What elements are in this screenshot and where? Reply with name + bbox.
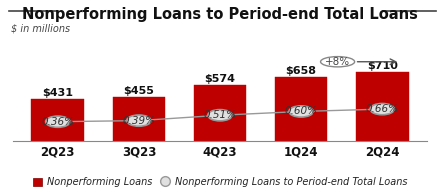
Text: $710: $710: [367, 61, 398, 71]
Text: 0.39%: 0.39%: [122, 116, 155, 126]
Ellipse shape: [127, 115, 151, 126]
Text: 0.66%: 0.66%: [366, 104, 399, 114]
Ellipse shape: [321, 57, 355, 67]
Ellipse shape: [289, 106, 313, 117]
Text: $574: $574: [205, 74, 235, 84]
Text: +8%: +8%: [325, 57, 350, 67]
Text: $455: $455: [124, 86, 154, 96]
Text: 0.51%: 0.51%: [204, 110, 237, 120]
Bar: [113, 97, 165, 141]
Bar: [275, 77, 327, 141]
Ellipse shape: [208, 110, 232, 121]
Text: Nonperforming Loans to Period-end Total Loans: Nonperforming Loans to Period-end Total …: [22, 7, 418, 22]
Legend: Nonperforming Loans, Nonperforming Loans to Period-end Total Loans: Nonperforming Loans, Nonperforming Loans…: [29, 173, 411, 191]
Ellipse shape: [46, 116, 70, 127]
Bar: [356, 72, 409, 141]
Text: $658: $658: [286, 66, 317, 76]
Text: $ in millions: $ in millions: [11, 24, 70, 34]
Text: $431: $431: [42, 88, 73, 98]
Bar: [194, 85, 246, 141]
Text: 0.60%: 0.60%: [285, 106, 318, 116]
Ellipse shape: [370, 103, 394, 115]
Bar: [31, 99, 84, 141]
Text: 0.36%: 0.36%: [41, 117, 74, 127]
